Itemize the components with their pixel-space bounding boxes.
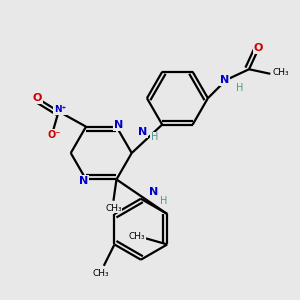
Text: O: O [254,43,263,53]
Text: N: N [220,75,229,85]
Text: H: H [160,196,167,206]
Text: H: H [151,132,158,142]
Text: N: N [79,176,88,186]
Text: N: N [138,127,147,137]
Text: N⁺: N⁺ [54,105,66,114]
Text: CH₃: CH₃ [273,68,289,77]
Text: N: N [149,187,159,197]
Text: O⁻: O⁻ [47,130,61,140]
Text: CH₃: CH₃ [105,204,122,213]
Text: N: N [114,120,124,130]
Text: H: H [236,82,244,92]
Text: CH₃: CH₃ [128,232,145,241]
Text: O: O [33,93,42,103]
Text: CH₃: CH₃ [92,269,109,278]
